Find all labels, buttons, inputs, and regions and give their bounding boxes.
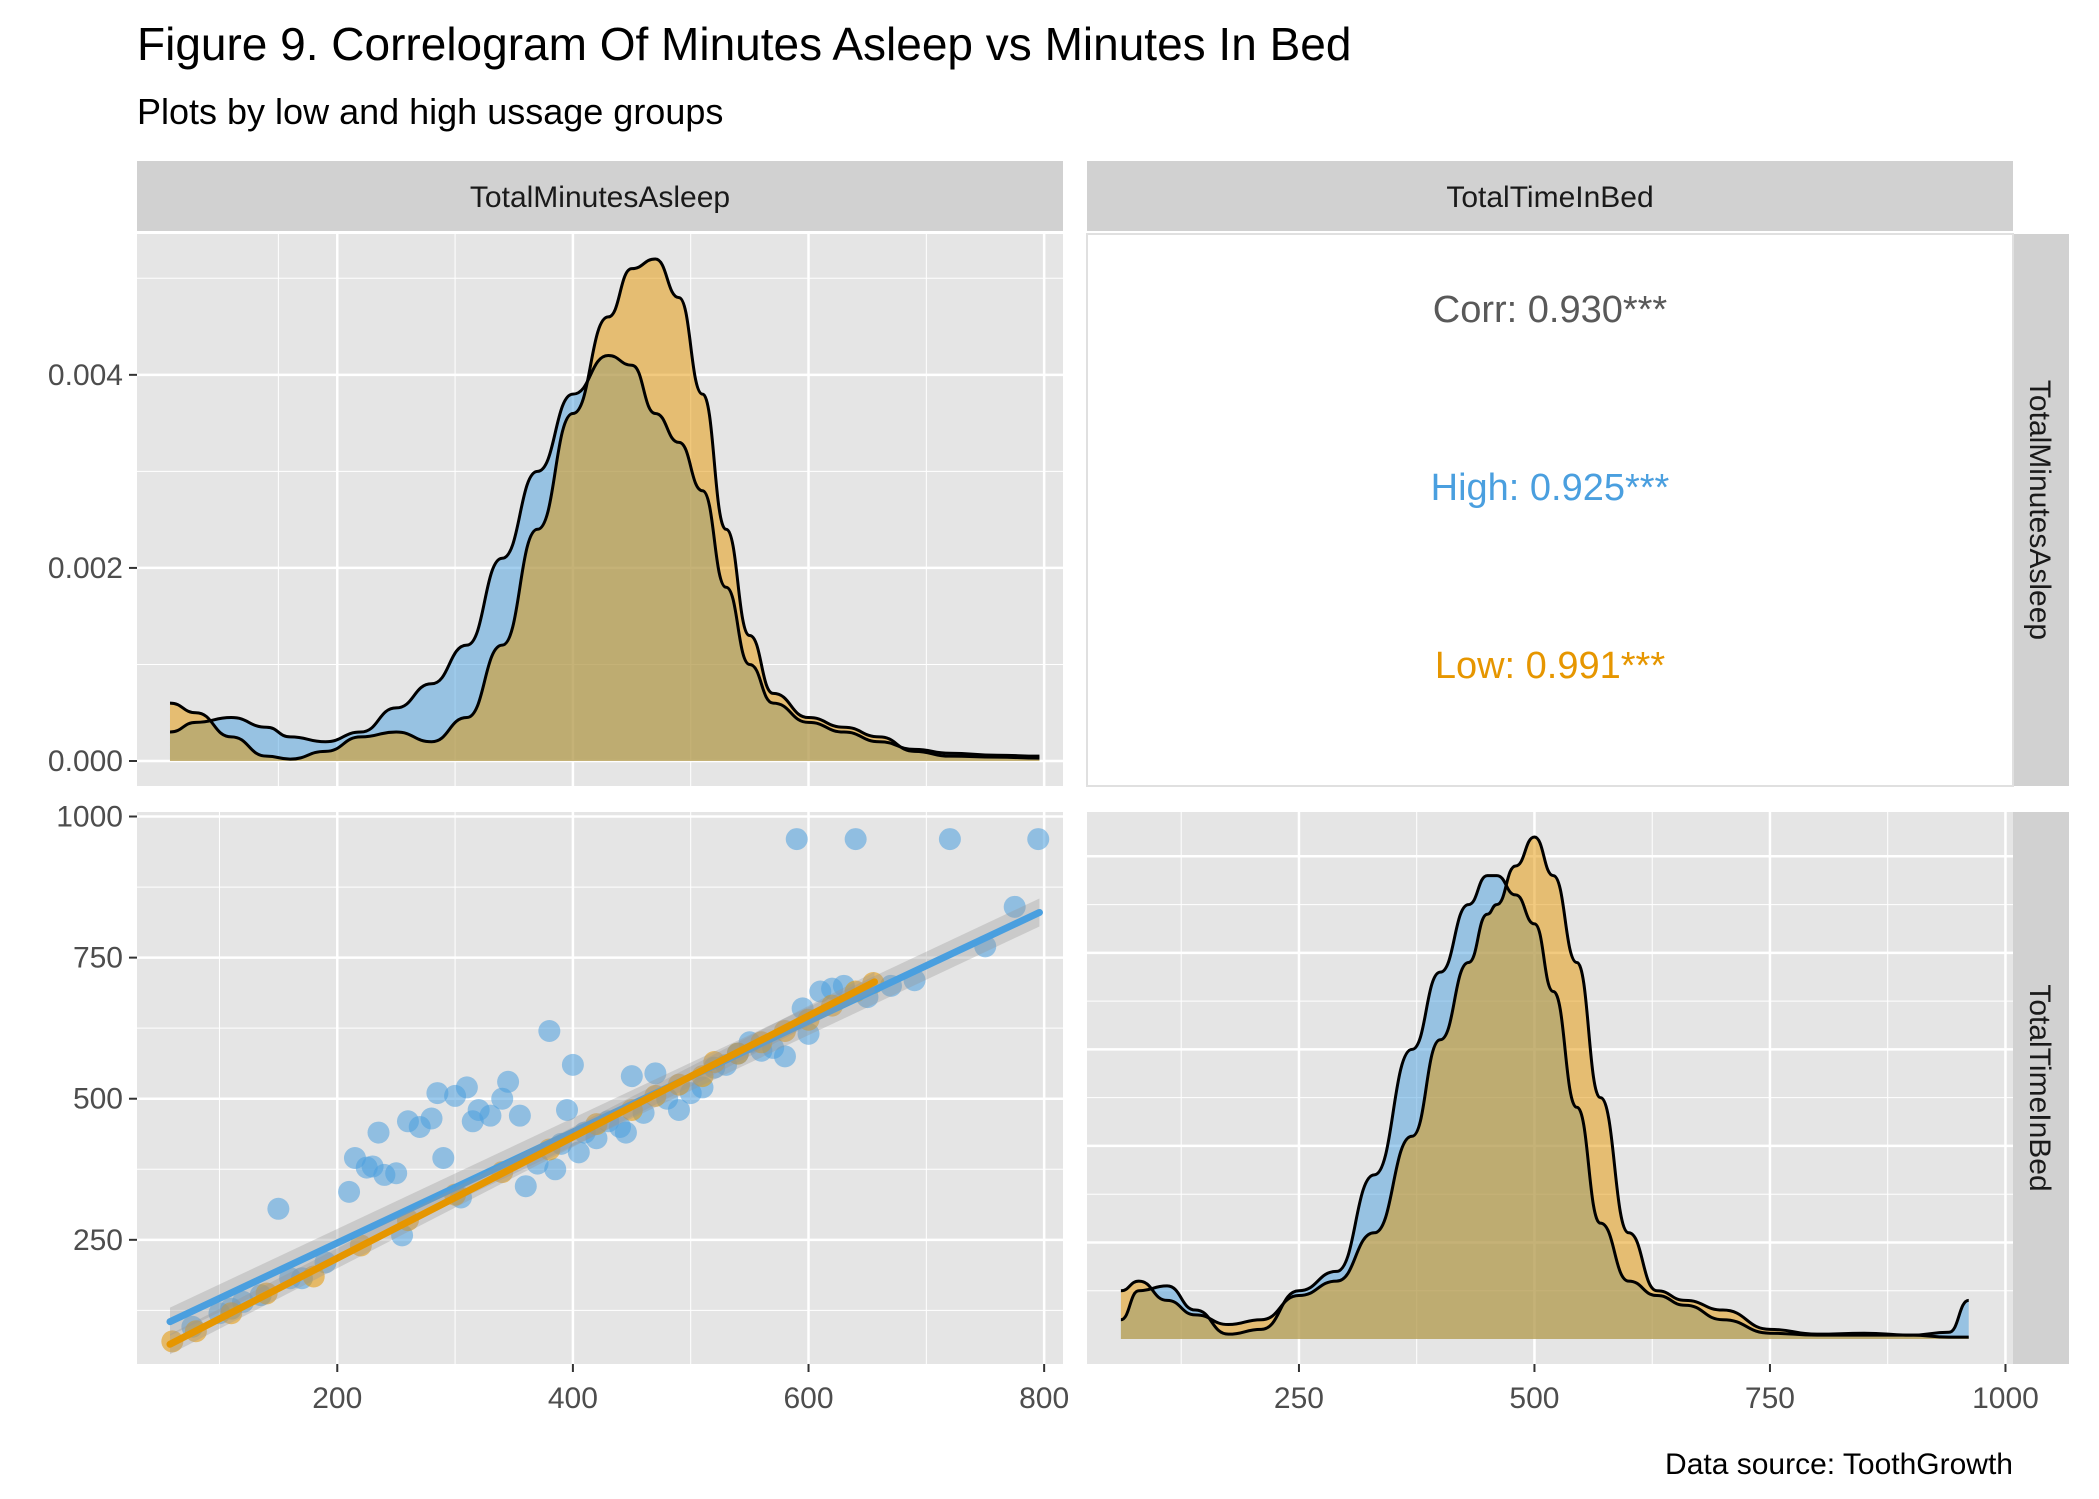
y-tick-label: 0.000 bbox=[48, 745, 123, 778]
scatter-point-high bbox=[455, 1076, 478, 1099]
scatter-point-high bbox=[367, 1121, 390, 1144]
density-bed-line-high bbox=[1120, 874, 1970, 1337]
scatter-point-high bbox=[508, 1104, 531, 1127]
y-tick-label: 0.002 bbox=[48, 552, 123, 585]
scatter-point-high bbox=[667, 1099, 690, 1122]
x-tick-label: 800 bbox=[1019, 1382, 1069, 1415]
scatter-point-high bbox=[1027, 828, 1050, 851]
scatter-point-high bbox=[773, 1045, 796, 1068]
chart-subtitle: Plots by low and high ussage groups bbox=[137, 91, 723, 132]
fit-line-low bbox=[166, 978, 879, 1348]
x-tick-label: 200 bbox=[312, 1382, 362, 1415]
scatter-point-high bbox=[785, 828, 808, 851]
scatter-point-high bbox=[620, 1065, 643, 1088]
y-tick-label: 500 bbox=[73, 1083, 123, 1116]
x-tick-label: 500 bbox=[1509, 1382, 1559, 1415]
scatter-point-high bbox=[514, 1175, 537, 1198]
strip-row2-label: TotalTimeInBed bbox=[2023, 984, 2056, 1191]
scatter-point-high bbox=[556, 1099, 579, 1122]
scatter-point-high bbox=[338, 1180, 361, 1203]
x-tick-label: 750 bbox=[1745, 1382, 1795, 1415]
scatter-point-high bbox=[385, 1162, 408, 1185]
strip-col2-bg bbox=[1087, 161, 2013, 231]
strip-col2-label: TotalTimeInBed bbox=[1446, 181, 1653, 214]
scatter-point-high bbox=[614, 1121, 637, 1144]
scatter-panel: 200 400 600 800 250 500 750 1000 bbox=[56, 801, 1069, 1415]
y-tick-label: 0.004 bbox=[48, 359, 123, 392]
corr-low: Low: 0.991*** bbox=[1435, 645, 1665, 687]
scatter-point-high bbox=[497, 1070, 520, 1093]
scatter-point-high bbox=[1003, 895, 1026, 918]
density-bed-area-low bbox=[1120, 837, 1969, 1339]
scatter-point-high bbox=[644, 1062, 667, 1085]
density-asleep-panel: 0.000 0.002 0.004 bbox=[48, 234, 1063, 786]
x-tick-label: 400 bbox=[548, 1382, 598, 1415]
scatter-point-high bbox=[491, 1087, 514, 1110]
strip-col1-label: TotalMinutesAsleep bbox=[470, 181, 730, 214]
correlation-panel: Corr: 0.930*** High: 0.925*** Low: 0.991… bbox=[1086, 233, 2014, 787]
density-asleep-area-low bbox=[169, 259, 1040, 761]
scatter-point-high bbox=[420, 1107, 443, 1130]
corr-overall: Corr: 0.930*** bbox=[1433, 289, 1668, 331]
scatter-point-high bbox=[426, 1082, 449, 1105]
x-tick-label: 600 bbox=[783, 1382, 833, 1415]
scatter-point-high bbox=[432, 1146, 455, 1169]
y-tick-label: 1000 bbox=[56, 801, 123, 834]
x-tick-label: 250 bbox=[1274, 1382, 1324, 1415]
density-asleep-line-low bbox=[169, 257, 1040, 761]
correlation-panel-bg bbox=[1086, 233, 2014, 787]
strip-row2-bg bbox=[2013, 812, 2069, 1364]
strip-row1-bg bbox=[2013, 234, 2069, 786]
scatter-point-high bbox=[267, 1197, 290, 1220]
y-tick-label: 750 bbox=[73, 942, 123, 975]
chart-caption: Data source: ToothGrowth bbox=[1665, 1448, 2013, 1481]
scatter-point-high bbox=[567, 1141, 590, 1164]
chart-title: Figure 9. Correlogram Of Minutes Asleep … bbox=[137, 18, 1351, 70]
scatter-point-high bbox=[479, 1104, 502, 1127]
density-asleep-line-high bbox=[169, 354, 1040, 758]
scatter-point-high bbox=[544, 1158, 567, 1181]
strip-col1-bg bbox=[137, 161, 1063, 231]
scatter-point-high bbox=[538, 1019, 561, 1042]
scatter-point-high bbox=[938, 828, 961, 851]
density-bed-panel: 250 500 750 1000 bbox=[1087, 812, 2039, 1415]
strip-row1-label: TotalMinutesAsleep bbox=[2023, 380, 2056, 640]
corr-high: High: 0.925*** bbox=[1431, 467, 1670, 509]
density-bed-line-low bbox=[1120, 835, 1969, 1339]
x-tick-label: 1000 bbox=[1972, 1382, 2039, 1415]
scatter-point-high bbox=[844, 828, 867, 851]
y-tick-label: 250 bbox=[73, 1224, 123, 1257]
scatter-point-high bbox=[561, 1053, 584, 1076]
